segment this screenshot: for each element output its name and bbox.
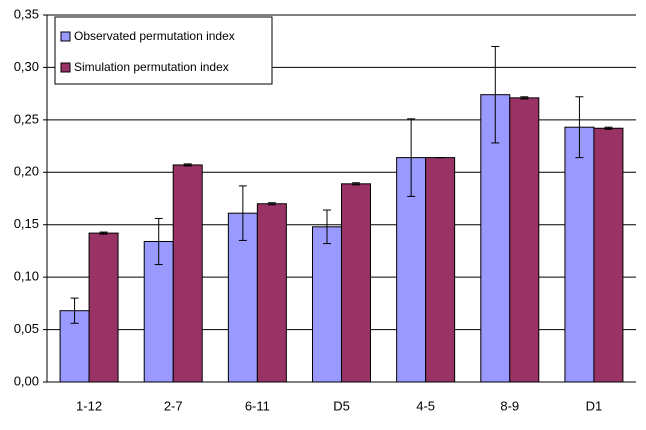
bar <box>341 183 371 383</box>
x-tick-label: 8-9 <box>500 398 519 413</box>
y-tick-label: 0,35 <box>14 6 39 21</box>
bar <box>593 127 624 383</box>
error-bar <box>520 96 529 100</box>
x-tick-label: 1-12 <box>76 398 102 413</box>
y-tick-label: 0,15 <box>14 216 39 231</box>
error-bar <box>154 217 163 266</box>
x-tick-label: 2-7 <box>164 398 183 413</box>
bar <box>509 97 540 383</box>
x-tick-label: D1 <box>586 398 603 413</box>
error-bar <box>238 185 247 241</box>
y-tick-label: 0,30 <box>14 59 39 74</box>
bar <box>425 157 456 383</box>
error-bar <box>99 231 108 235</box>
y-tick-label: 0,00 <box>14 373 39 388</box>
y-tick-label: 0,10 <box>14 269 39 284</box>
y-tick-label: 0,05 <box>14 321 39 336</box>
legend-label: Observated permutation index <box>74 29 235 43</box>
x-tick-label: D5 <box>333 398 350 413</box>
y-tick-label: 0,25 <box>14 111 39 126</box>
bar <box>256 203 287 383</box>
error-bar <box>491 45 500 144</box>
y-tick-label: 0,20 <box>14 164 39 179</box>
x-tick-label: 4-5 <box>416 398 435 413</box>
error-bar <box>407 118 416 197</box>
bar <box>88 232 119 383</box>
legend-label: Simulation permutation index <box>74 60 229 74</box>
error-bar <box>70 297 79 324</box>
bar <box>564 126 595 383</box>
legend-swatch <box>60 31 71 42</box>
error-bar <box>323 209 331 245</box>
error-bar <box>267 202 276 206</box>
error-bar <box>604 126 613 130</box>
legend-swatch <box>60 62 71 73</box>
x-tick-label: 6-11 <box>245 398 270 413</box>
bar <box>312 226 342 383</box>
error-bar <box>183 163 192 167</box>
error-bar <box>352 182 360 186</box>
bar <box>172 164 203 383</box>
error-bar <box>575 96 584 159</box>
legend-box <box>54 16 273 85</box>
